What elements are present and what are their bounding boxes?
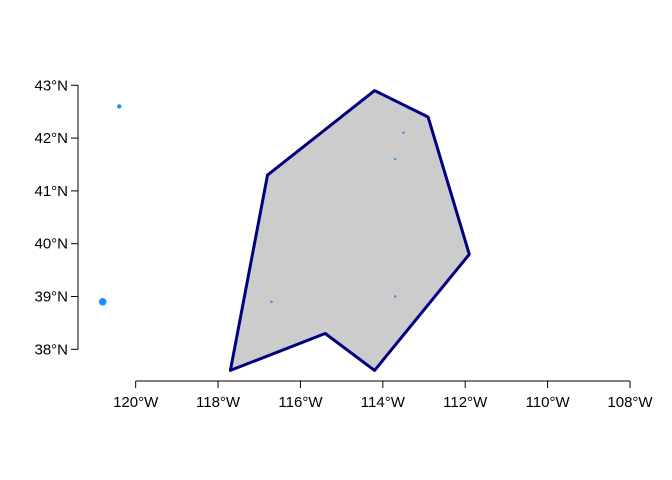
y-tick-label-1: 39°N: [34, 289, 68, 306]
data-point-4: [393, 295, 397, 298]
data-point-6: [402, 131, 405, 135]
region-polygon: [228, 89, 471, 372]
data-point-5: [393, 158, 397, 161]
points-layer: [98, 104, 405, 306]
data-point-1: [116, 104, 122, 109]
y-tick-label-5: 43°N: [34, 77, 68, 94]
y-tick-label-0: 38°N: [34, 341, 68, 358]
x-tick-label-3: 114°W: [361, 394, 406, 411]
x-tick-label-4: 112°W: [443, 394, 488, 411]
data-point-3: [270, 300, 273, 303]
x-tick-label-1: 118°W: [196, 394, 241, 411]
x-axis: 120°W 118°W 116°W 114°W 112°W 110°W 108°W: [113, 380, 653, 411]
x-tick-label-2: 116°W: [278, 394, 323, 411]
x-tick-label-6: 108°W: [607, 394, 653, 411]
y-tick-label-2: 40°N: [34, 236, 68, 253]
region-polygon-layer: [228, 89, 471, 372]
y-axis: 38°N 39°N 40°N 41°N 42°N 43°N: [34, 77, 79, 358]
data-point-2: [98, 297, 107, 306]
x-tick-label-0: 120°W: [113, 394, 159, 411]
y-tick-label-4: 42°N: [34, 130, 68, 147]
y-tick-label-3: 41°N: [34, 183, 68, 200]
x-tick-label-5: 110°W: [526, 394, 571, 411]
